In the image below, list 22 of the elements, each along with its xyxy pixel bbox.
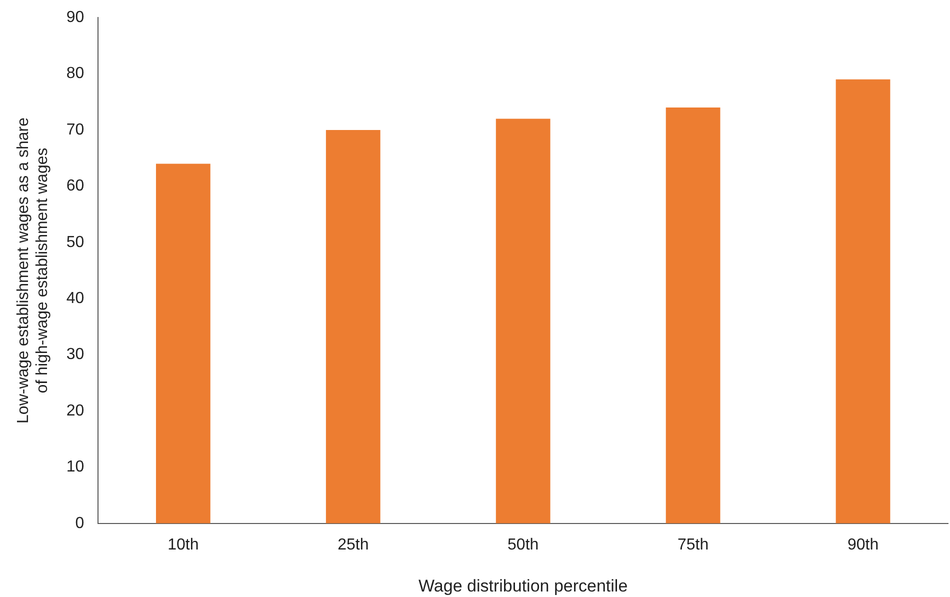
y-axis-title: Low-wage establishment wages as a share of high-wage establishment wages (15, 117, 52, 424)
x-tick-label: 25th (338, 536, 369, 554)
bar (496, 118, 550, 524)
y-tick-label: 90 (66, 9, 84, 26)
bar (156, 164, 210, 524)
x-tick-label: 75th (677, 536, 709, 554)
y-tick-label: 70 (66, 121, 84, 138)
bar (666, 108, 720, 524)
x-tick-label: 90th (847, 536, 879, 554)
bar (326, 130, 380, 524)
y-tick-label: 50 (66, 234, 84, 251)
y-tick-label: 0 (75, 514, 84, 532)
y-tick-label: 10 (66, 458, 84, 476)
y-tick-label: 30 (66, 346, 84, 364)
x-tick-label: 50th (508, 536, 539, 554)
y-tick-label: 60 (66, 178, 84, 195)
y-tick-label: 80 (66, 65, 84, 82)
x-axis-title: Wage distribution percentile (418, 576, 628, 596)
bar (836, 79, 890, 524)
y-tick-label: 40 (66, 290, 84, 308)
x-tick-label: 10th (168, 536, 199, 554)
y-tick-label: 20 (66, 402, 84, 420)
